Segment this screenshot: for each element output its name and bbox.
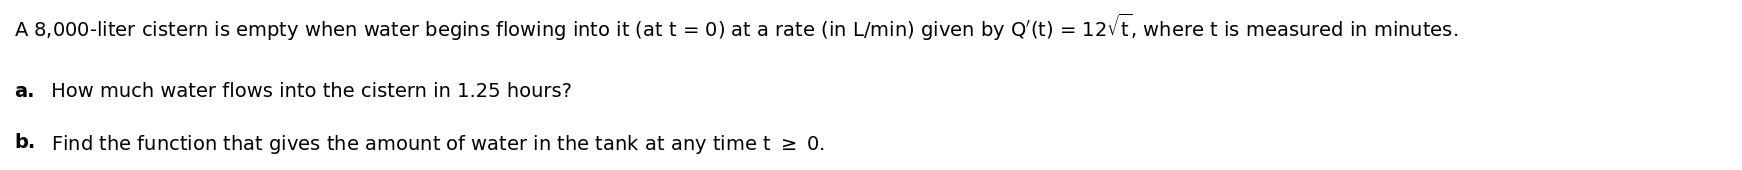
Text: a.: a. xyxy=(14,82,35,101)
Text: b.: b. xyxy=(14,133,35,152)
Text: How much water flows into the cistern in 1.25 hours?: How much water flows into the cistern in… xyxy=(45,82,573,101)
Text: Find the function that gives the amount of water in the tank at any time t $\geq: Find the function that gives the amount … xyxy=(45,133,826,156)
Text: A 8,000-liter cistern is empty when water begins flowing into it (at t = 0) at a: A 8,000-liter cistern is empty when wate… xyxy=(14,12,1458,43)
